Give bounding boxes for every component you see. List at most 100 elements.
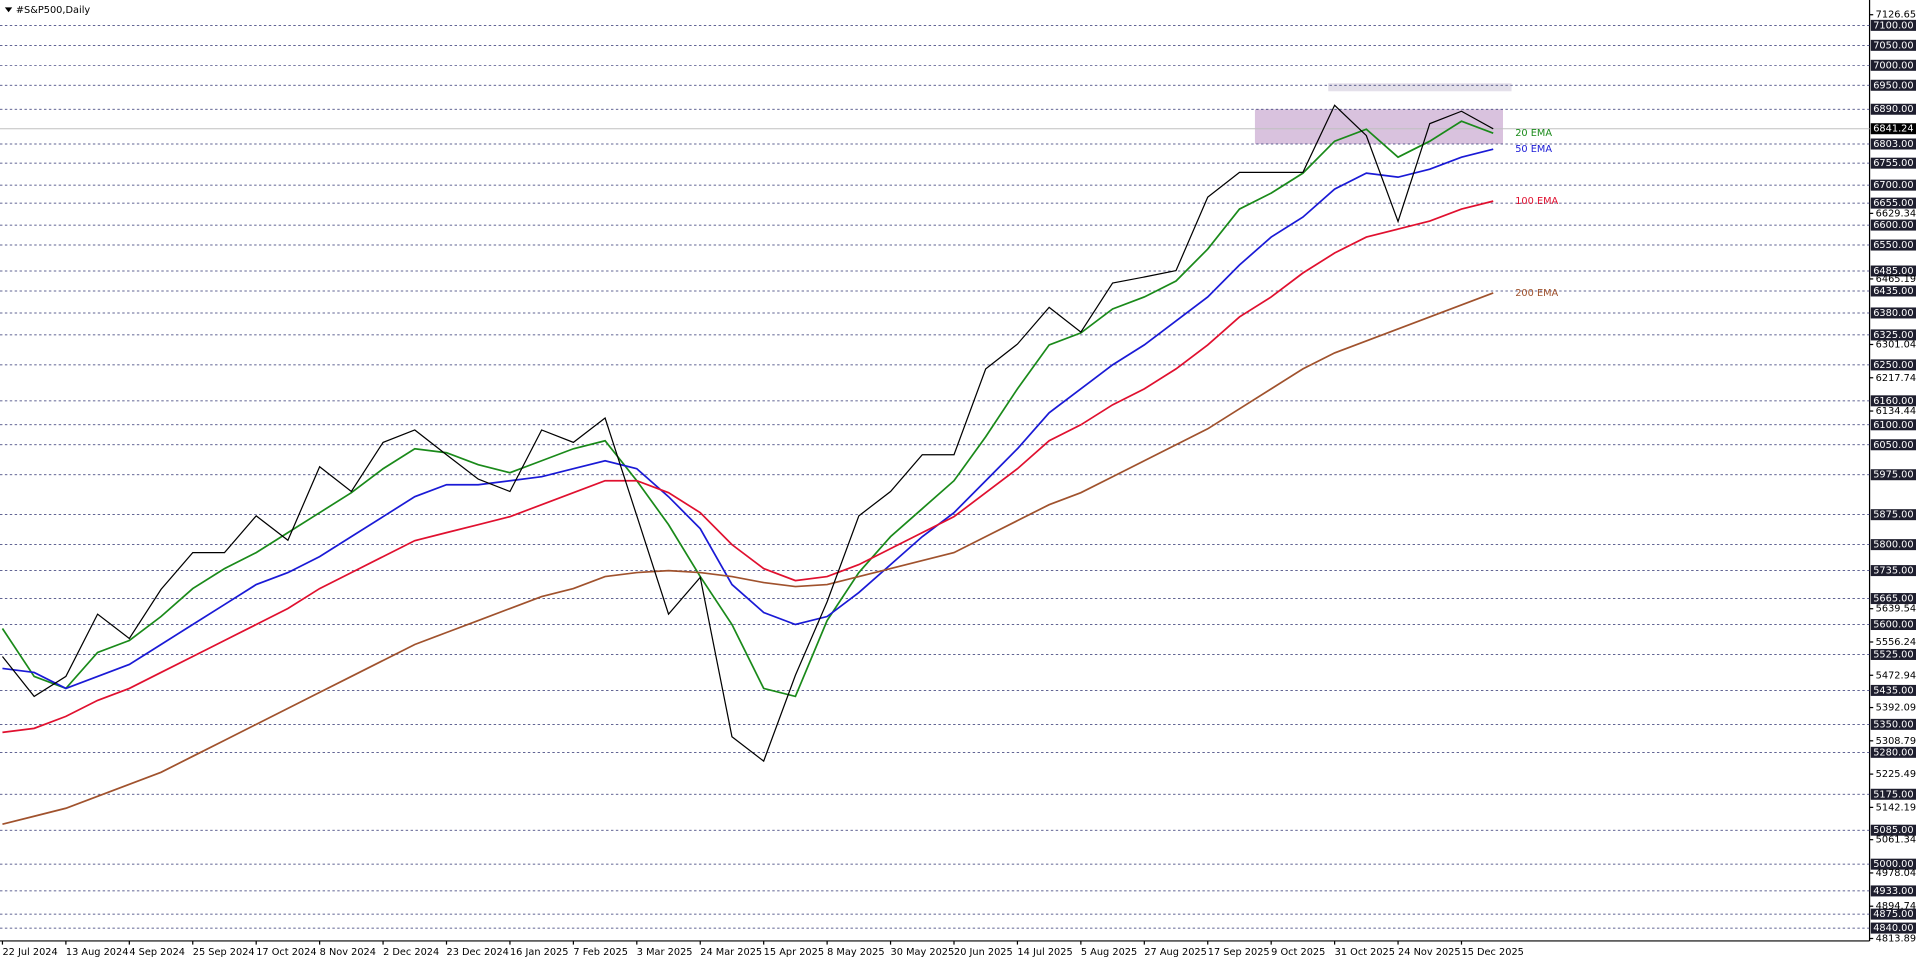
x-tick-label: 24 Mar 2025: [700, 947, 762, 958]
level-label: 6700.00: [1873, 180, 1913, 191]
level-label-box: [1870, 359, 1916, 371]
level-label-box: [1870, 509, 1916, 521]
y-tick-label: 6301.04: [1876, 339, 1916, 350]
level-label-box: [1870, 239, 1916, 251]
x-tick-label: 13 Aug 2024: [66, 947, 129, 958]
level-label-box: [1870, 439, 1916, 451]
y-tick-label: 5308.79: [1876, 736, 1916, 747]
level-label: 6050.00: [1873, 440, 1913, 451]
x-tick-label: 25 Sep 2024: [193, 947, 255, 958]
level-label: 5280.00: [1873, 747, 1913, 758]
level-label-box: [1870, 179, 1916, 191]
level-label: 5600.00: [1873, 620, 1913, 631]
level-label: 7000.00: [1873, 60, 1913, 71]
level-label-box: [1870, 718, 1916, 730]
x-tick-label: 17 Oct 2024: [256, 947, 316, 958]
level-label-box: [1870, 39, 1916, 51]
price-line: [1, 104, 1494, 763]
y-tick-label: 5472.94: [1876, 670, 1916, 681]
y-tick-label: 6629.34: [1876, 208, 1916, 219]
level-label: 6655.00: [1873, 198, 1913, 209]
level-label-box: [1870, 265, 1916, 277]
x-tick-label: 16 Jan 2025: [510, 947, 569, 958]
level-label-box: [1870, 19, 1916, 31]
level-label-box: [1870, 285, 1916, 297]
zone: [1254, 109, 1503, 144]
level-label: 6435.00: [1873, 286, 1913, 297]
level-label: 7100.00: [1873, 20, 1913, 31]
level-label: 6250.00: [1873, 360, 1913, 371]
level-label: 5435.00: [1873, 685, 1913, 696]
level-label: 5800.00: [1873, 540, 1913, 551]
x-tick-label: 3 Mar 2025: [637, 947, 693, 958]
level-label: 5665.00: [1873, 594, 1913, 605]
y-tick-label: 4978.04: [1876, 868, 1916, 879]
x-tick-label: 15 Apr 2025: [764, 947, 824, 958]
level-label-box: [1870, 539, 1916, 551]
x-tick-label: 8 Nov 2024: [320, 947, 376, 958]
level-label: 5000.00: [1873, 859, 1913, 870]
x-tick-label: 27 Aug 2025: [1144, 947, 1207, 958]
series-label: 50 EMA: [1515, 144, 1552, 155]
level-label: 6550.00: [1873, 240, 1913, 251]
level-label: 4875.00: [1873, 909, 1913, 920]
level-label-box: [1870, 593, 1916, 605]
ema-line: [1, 120, 1494, 698]
level-label-box: [1870, 197, 1916, 209]
y-tick-label: 5392.09: [1876, 703, 1916, 714]
y-tick-label: 5556.24: [1876, 637, 1916, 648]
y-tick-label: 5639.54: [1876, 604, 1916, 615]
x-tick-label: 5 Aug 2025: [1081, 947, 1137, 958]
level-label: 6755.00: [1873, 158, 1913, 169]
series-label: 200 EMA: [1515, 288, 1558, 299]
level-label-box: [1870, 419, 1916, 431]
x-tick-label: 17 Sep 2025: [1208, 947, 1270, 958]
level-label: 6950.00: [1873, 80, 1913, 91]
x-tick-label: 15 Dec 2025: [1461, 947, 1523, 958]
y-tick-label: 6217.74: [1876, 373, 1916, 384]
x-tick-label: 24 Nov 2025: [1398, 947, 1461, 958]
x-tick-label: 30 May 2025: [891, 947, 955, 958]
y-tick-label: 6465.19: [1876, 274, 1916, 285]
level-label-box: [1870, 908, 1916, 920]
series-label: 20 EMA: [1515, 128, 1552, 139]
level-label-box: [1870, 619, 1916, 631]
level-label: 5350.00: [1873, 719, 1913, 730]
last-price-box: [1870, 123, 1916, 135]
series-label: 100 EMA: [1515, 196, 1558, 207]
level-label-box: [1870, 684, 1916, 696]
x-tick-label: 20 Jun 2025: [954, 947, 1013, 958]
x-tick-label: 23 Dec 2024: [447, 947, 509, 958]
level-label-box: [1870, 648, 1916, 660]
x-tick-label: 9 Oct 2025: [1271, 947, 1325, 958]
level-label: 5875.00: [1873, 510, 1913, 521]
level-label-box: [1870, 157, 1916, 169]
level-label-box: [1870, 746, 1916, 758]
y-tick-label: 5061.34: [1876, 835, 1916, 846]
level-label: 6890.00: [1873, 104, 1913, 115]
level-label-box: [1870, 329, 1916, 341]
level-label: 4840.00: [1873, 923, 1913, 934]
y-tick-label: 6134.44: [1876, 406, 1916, 417]
x-tick-label: 2 Dec 2024: [383, 947, 439, 958]
x-tick-label: 31 Oct 2025: [1335, 947, 1395, 958]
level-label-box: [1870, 565, 1916, 577]
level-label: 6600.00: [1873, 220, 1913, 231]
level-label: 5175.00: [1873, 789, 1913, 800]
level-label-box: [1870, 922, 1916, 934]
x-tick-label: 8 May 2025: [827, 947, 884, 958]
level-label-box: [1870, 885, 1916, 897]
level-label: 5735.00: [1873, 566, 1913, 577]
y-tick-label: 4813.89: [1876, 934, 1916, 945]
level-label: 5975.00: [1873, 470, 1913, 481]
level-label-box: [1870, 138, 1916, 150]
level-label-box: [1870, 219, 1916, 231]
level-label-box: [1870, 469, 1916, 481]
title-arrow: [4, 7, 13, 13]
level-label: 6380.00: [1873, 308, 1913, 319]
last-price-label: 6841.24: [1873, 124, 1913, 135]
ema-line: [2, 200, 1494, 734]
ema-line: [2, 292, 1494, 826]
